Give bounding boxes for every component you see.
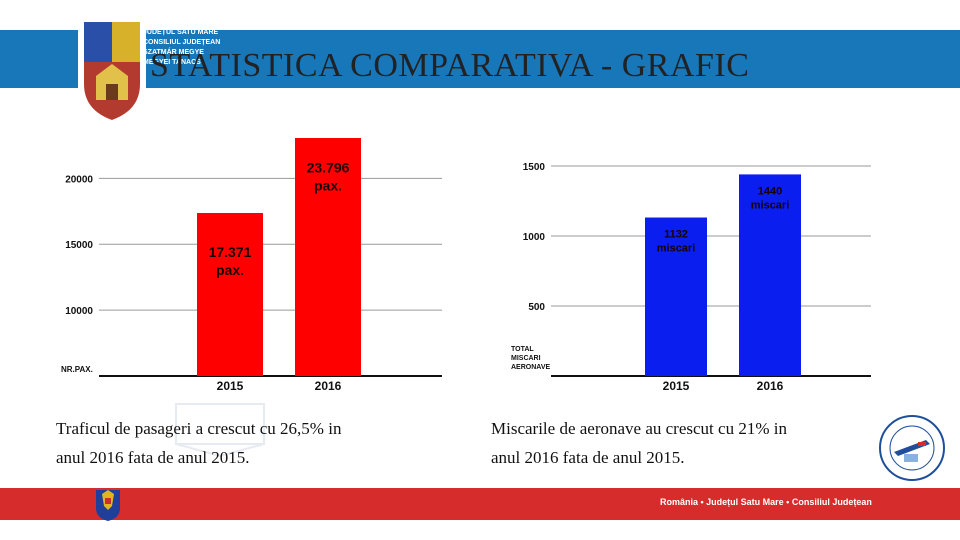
data-label: 1132 — [664, 229, 688, 241]
data-label: pax. — [216, 262, 244, 278]
data-label: pax. — [314, 177, 342, 193]
y-tick-label: 500 — [528, 302, 545, 313]
y-tick-label: 1500 — [523, 162, 546, 173]
data-label: 1440 — [758, 185, 782, 197]
caption-line: Traficul de pasageri a crescut cu 26,5% … — [56, 419, 342, 438]
romania-crest-icon — [96, 490, 120, 521]
caption-line: Miscarile de aeronave au crescut cu 21% … — [491, 419, 787, 438]
x-tick-label: 2016 — [315, 379, 342, 393]
logo-line: CONSILIUL JUDEȚEAN — [143, 39, 221, 46]
terminal-watermark — [175, 403, 265, 458]
y-tick-label: 10000 — [65, 306, 93, 317]
footer-text: România • Județul Satu Mare • Consiliul … — [660, 497, 872, 507]
top-blue-band — [0, 30, 960, 88]
y-tick-label: 20000 — [65, 174, 93, 185]
x-tick-label: 2015 — [217, 379, 244, 393]
bar — [645, 217, 707, 376]
y-axis-label: TOTAL — [511, 346, 534, 353]
movements-caption: Miscarile de aeronave au crescut cu 21% … — [491, 414, 787, 472]
bar — [295, 138, 361, 376]
page-title: STATISTICA COMPARATIVA - GRAFIC — [150, 47, 750, 84]
y-axis-label: NR.PAX. — [61, 365, 93, 374]
y-axis-label: MISCARI — [511, 355, 541, 362]
caption-line: anul 2016 fata de anul 2015. — [491, 448, 685, 467]
logo-line: MEGYEI TANÁCS — [143, 59, 201, 66]
aircraft-movements-chart: 500 1000 1500 TOTAL MISCARI AERONAVE 2015 1132 m… — [493, 138, 876, 406]
data-label: miscari — [657, 243, 696, 255]
data-label: 23.796 — [307, 159, 350, 175]
data-label: 17.371 — [209, 244, 252, 260]
y-tick-label: 1000 — [523, 232, 546, 243]
aircraft-movements-chart-svg: 500 1000 1500 TOTAL MISCARI AERONAVE 2015 1132 m… — [511, 162, 871, 393]
y-tick-label: 15000 — [65, 240, 93, 251]
passengers-caption: Traficul de pasageri a crescut cu 26,5% … — [56, 414, 341, 472]
airport-logo-icon — [879, 415, 945, 481]
bar — [197, 212, 263, 376]
bar — [739, 174, 801, 376]
y-axis-label: AERONAVE — [511, 364, 550, 371]
logo-line: SZATMÁR MEGYE — [143, 49, 204, 56]
county-logo-text: JUDEȚUL SATU MARE CONSILIUL JUDEȚEAN SZA… — [143, 28, 248, 68]
passengers-chart-svg: 10000 15000 20000 NR.PAX. 2015 17.371 pax. 2016… — [61, 138, 442, 393]
passengers-chart: 10000 15000 20000 NR.PAX. 2015 17.371 pax. 2016… — [47, 138, 450, 406]
logo-line: JUDEȚUL SATU MARE — [143, 29, 219, 36]
bottom-red-band — [0, 488, 960, 520]
x-tick-label: 2015 — [663, 379, 690, 393]
caption-line: anul 2016 fata de anul 2015. — [56, 448, 250, 467]
county-shield-icon — [78, 16, 146, 128]
x-tick-label: 2016 — [757, 379, 784, 393]
data-label: miscari — [751, 199, 790, 211]
